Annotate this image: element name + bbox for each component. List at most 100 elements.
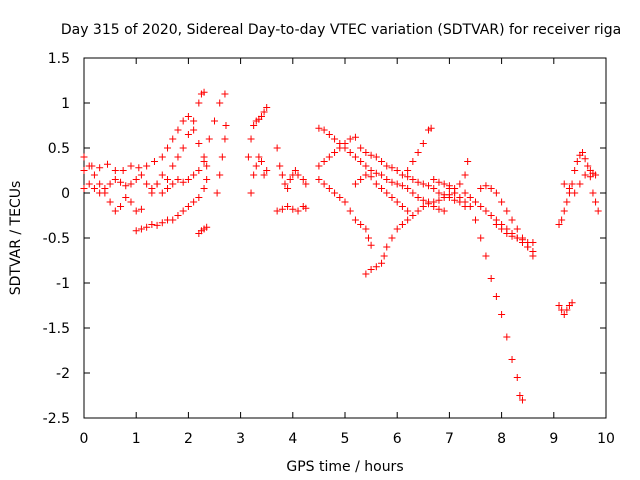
data-point — [419, 180, 427, 188]
data-point — [137, 225, 145, 233]
data-point — [357, 176, 365, 183]
data-point — [440, 180, 448, 188]
data-point — [592, 198, 600, 206]
data-point — [260, 171, 268, 179]
data-point — [362, 270, 370, 278]
data-point — [367, 151, 375, 159]
data-point — [132, 176, 140, 183]
data-point — [508, 232, 516, 240]
data-point — [508, 216, 516, 224]
data-point — [302, 204, 310, 212]
data-point — [169, 135, 177, 143]
data-point — [362, 171, 370, 179]
data-point — [383, 189, 391, 197]
data-point — [200, 88, 208, 96]
data-point — [263, 104, 271, 111]
data-point — [153, 221, 161, 229]
data-point — [148, 221, 156, 228]
data-point — [419, 196, 427, 204]
data-point — [137, 171, 145, 179]
data-point — [568, 180, 576, 188]
data-point — [383, 243, 391, 251]
data-point — [584, 162, 592, 170]
data-point — [250, 171, 258, 179]
data-point — [169, 216, 177, 224]
data-point — [106, 198, 114, 206]
data-point — [414, 178, 422, 186]
data-point — [184, 131, 192, 138]
data-point — [263, 167, 271, 174]
data-point — [378, 259, 386, 267]
data-point — [414, 149, 422, 156]
series-sat-track-9 — [247, 153, 271, 197]
data-point — [273, 207, 281, 215]
data-point — [179, 144, 187, 152]
data-point — [367, 266, 375, 273]
data-point — [445, 191, 453, 199]
data-point — [571, 167, 579, 174]
data-point — [273, 144, 281, 152]
data-point — [244, 153, 252, 161]
data-point — [111, 167, 119, 174]
data-point — [158, 189, 166, 197]
data-point — [513, 234, 521, 242]
data-point — [581, 155, 589, 163]
data-point — [195, 167, 203, 174]
data-point — [472, 216, 479, 224]
data-point — [472, 198, 479, 206]
series-sat-track-16 — [351, 171, 412, 215]
data-point — [203, 176, 211, 183]
data-point — [498, 311, 506, 318]
data-point — [487, 185, 495, 192]
data-point — [380, 252, 388, 260]
data-point — [560, 311, 568, 318]
data-point — [278, 205, 286, 213]
data-point — [174, 212, 182, 219]
data-point — [409, 189, 417, 197]
data-point — [174, 126, 182, 134]
series-sat-track-18 — [430, 158, 472, 192]
data-markers — [80, 88, 602, 404]
data-point — [482, 182, 490, 190]
data-point — [190, 117, 198, 125]
data-point — [174, 153, 182, 161]
series-sat-track-22 — [492, 221, 537, 255]
data-point — [325, 185, 333, 192]
data-point — [203, 223, 211, 231]
data-point — [409, 212, 417, 219]
data-point — [456, 194, 464, 201]
series-sat-track-1 — [80, 153, 145, 215]
data-point — [388, 178, 396, 186]
axis-tick-labels: 0 1 2 3 4 5 6 7 8 9 10 -2.5 -2 -1.5 -1 -0.5 0 0.5 1 1.5 — [43, 51, 615, 447]
data-point — [135, 164, 143, 172]
data-point — [461, 171, 469, 179]
data-point — [88, 162, 96, 170]
data-point — [284, 203, 292, 210]
data-point — [414, 207, 422, 215]
plot-frame — [83, 57, 607, 419]
data-point — [477, 185, 485, 192]
data-point — [482, 252, 490, 260]
data-point — [560, 180, 568, 188]
data-point — [299, 176, 307, 183]
data-point — [289, 205, 297, 213]
data-point — [573, 158, 581, 165]
data-point — [357, 221, 365, 228]
data-point — [560, 207, 568, 215]
data-point — [247, 135, 255, 143]
data-point — [221, 90, 229, 98]
data-point — [425, 182, 433, 190]
data-point — [164, 176, 172, 183]
data-point — [103, 160, 111, 168]
data-point — [195, 140, 203, 147]
data-point — [398, 171, 406, 179]
data-point — [503, 207, 511, 215]
series-sat-track-15 — [362, 189, 459, 278]
data-point — [482, 207, 490, 215]
data-point — [393, 198, 401, 206]
data-point — [325, 153, 333, 161]
data-point — [351, 133, 359, 141]
data-point — [122, 182, 130, 190]
data-point — [398, 203, 406, 210]
data-point — [148, 189, 156, 197]
